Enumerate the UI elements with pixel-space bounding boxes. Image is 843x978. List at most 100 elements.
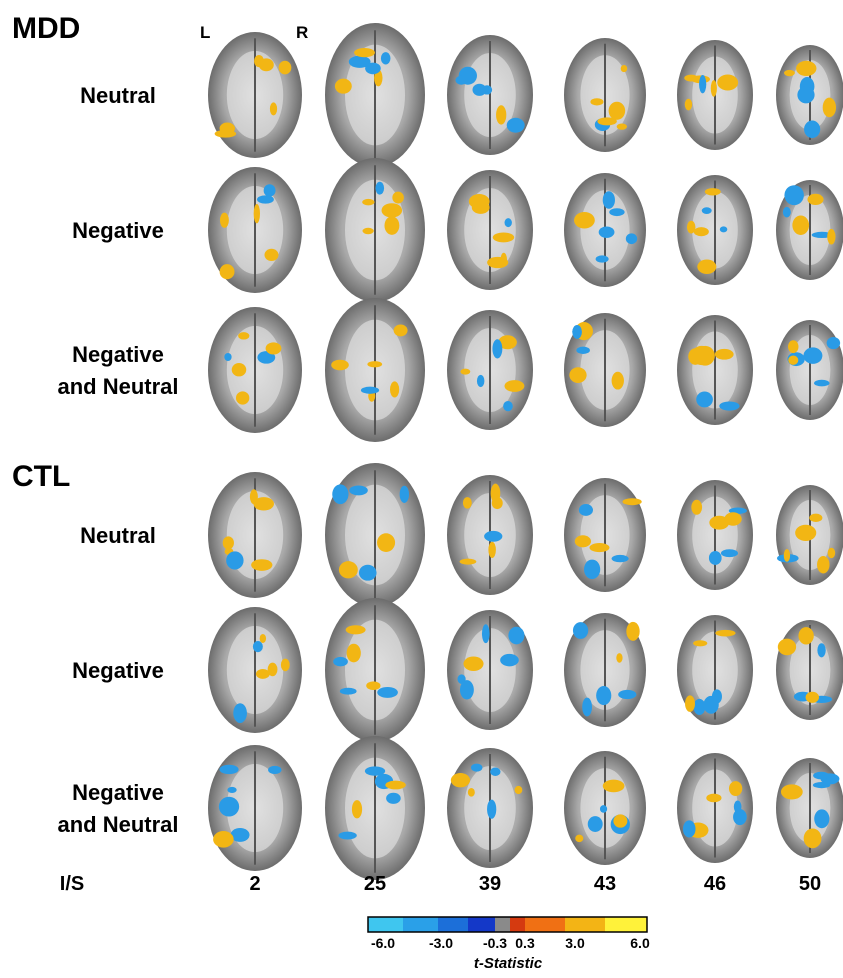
activation [451, 773, 470, 787]
activation [468, 788, 475, 797]
activation [612, 555, 629, 562]
activation [685, 99, 692, 111]
figure: L R I/S t-Statistic MDDNeutralNegativeNe… [0, 0, 843, 973]
activation [715, 630, 735, 637]
activation [717, 74, 738, 90]
activation [600, 805, 607, 813]
activation [264, 249, 278, 261]
activation [385, 781, 406, 790]
activation [335, 79, 352, 94]
slice-axis-label: I/S [60, 873, 84, 895]
activation [612, 372, 624, 390]
brain-slice [677, 753, 753, 863]
group-title: MDD [12, 12, 80, 45]
brain-slice [776, 485, 843, 585]
activation [814, 809, 829, 828]
activation [603, 780, 625, 793]
activation [683, 820, 696, 837]
activation [798, 627, 813, 644]
activation [807, 194, 823, 205]
brain-slice [325, 463, 425, 607]
slice-number: 50 [799, 873, 821, 895]
activation [268, 663, 278, 677]
activation [588, 816, 603, 832]
brain-slice [677, 315, 753, 425]
activation [377, 533, 395, 552]
activation [590, 98, 603, 105]
activation [226, 551, 243, 569]
activation [705, 188, 721, 195]
activation [823, 98, 836, 118]
colorbar-label: t-Statistic [474, 955, 543, 972]
activation [817, 556, 829, 574]
activation [809, 514, 822, 522]
activation [270, 102, 277, 115]
activation [268, 766, 281, 774]
activation [618, 690, 636, 699]
activation [505, 380, 525, 392]
activation [574, 212, 595, 229]
activation [362, 199, 374, 205]
brain-slice [564, 613, 646, 727]
brain-slice [564, 313, 646, 427]
activation [493, 232, 514, 242]
activation [471, 764, 482, 772]
activation [706, 794, 721, 803]
brain-slice [776, 45, 843, 145]
activation [719, 401, 739, 410]
activation [496, 105, 506, 124]
brain-slice [564, 478, 646, 592]
brain-slice [447, 310, 533, 430]
activation [609, 208, 624, 216]
brain-slice [447, 610, 533, 730]
activation [709, 551, 722, 565]
activation [784, 70, 795, 76]
brain-slice [208, 167, 302, 293]
activation [599, 226, 615, 237]
activation [733, 809, 747, 825]
right-label: R [296, 23, 308, 42]
activation [788, 340, 798, 353]
activation [508, 627, 524, 645]
activation [626, 622, 639, 641]
activation [238, 332, 249, 339]
colorbar-tick: -6.0 [371, 935, 395, 951]
brain-slice [677, 615, 753, 725]
activation [251, 559, 272, 571]
brain-slice [208, 307, 302, 433]
activation [279, 61, 292, 75]
activation [340, 688, 357, 695]
activation [227, 787, 236, 793]
activation [817, 643, 825, 657]
activation [487, 800, 496, 819]
activation [215, 130, 237, 138]
activation [482, 624, 490, 643]
activation [366, 681, 380, 690]
activation [573, 622, 588, 639]
activation [463, 497, 472, 509]
brain-slice [564, 38, 646, 152]
activation [220, 213, 229, 228]
activation [696, 392, 713, 408]
activation [491, 484, 501, 503]
activation [575, 835, 583, 843]
activation [488, 542, 496, 558]
activation [584, 560, 600, 580]
activation [505, 218, 512, 227]
slice-number: 39 [479, 873, 501, 895]
activation [503, 401, 513, 411]
activation [463, 656, 483, 671]
brain-slice [208, 32, 302, 158]
activation [788, 356, 798, 365]
activation [381, 52, 391, 64]
activation [828, 548, 836, 558]
brain-slice [677, 40, 753, 150]
colorbar-tick: -3.0 [429, 935, 453, 951]
activation [803, 347, 822, 364]
row-label: and Neutral [57, 812, 178, 837]
activation [702, 207, 712, 214]
activation [390, 381, 399, 397]
activation [579, 504, 593, 516]
activation [375, 182, 384, 195]
brain-slice [677, 175, 753, 285]
